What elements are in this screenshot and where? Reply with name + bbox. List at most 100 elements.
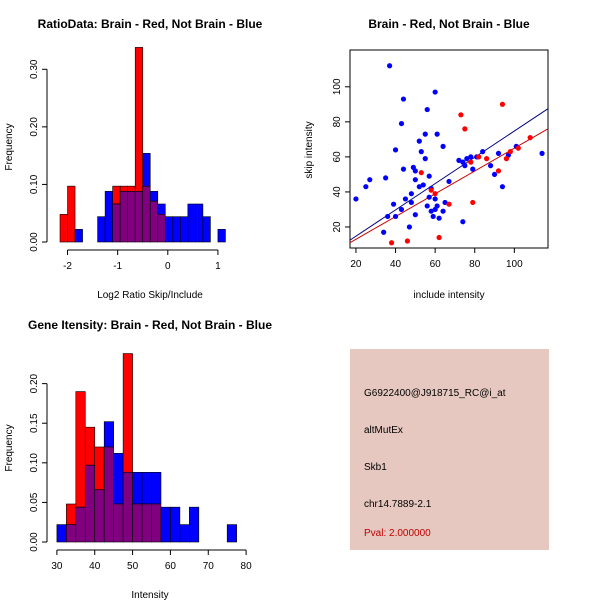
scatter-title: Brain - Red, Not Brain - Blue	[368, 17, 530, 31]
scatter-point-not-brain	[420, 182, 426, 188]
scatter-point-not-brain	[446, 178, 452, 185]
intensity-histogram-bar-overlap	[75, 506, 86, 543]
ratio-histogram-bar-brain	[59, 214, 68, 243]
scatter-x-tick-label: 60	[430, 259, 442, 270]
ratio-histogram-y-tick-label: 0.20	[29, 117, 40, 137]
ratio-histogram-bar-overlap	[142, 185, 151, 243]
scatter-point-not-brain	[416, 184, 422, 190]
intensity-histogram-y-tick-label: 0.10	[29, 453, 40, 473]
scatter-point-not-brain	[381, 229, 387, 235]
intensity-histogram-bar-brain	[94, 446, 105, 491]
chromosome-location: chr14.7889-2.1	[364, 499, 432, 510]
scatter-y-tick-label: 100	[332, 78, 343, 95]
intensity-histogram-bar-not-brain	[132, 472, 143, 505]
scatter-point-not-brain	[363, 184, 369, 190]
ratio-histogram-bar-overlap	[149, 200, 159, 243]
scatter-axes: 20 40 60 80 100 20 40 60 80 100	[332, 78, 523, 270]
ratio-histogram-bar-not-brain	[149, 191, 159, 202]
scatter-ylabel: skip intensity	[304, 121, 315, 178]
ratio-histogram-bar-not-brain	[202, 216, 211, 243]
scatter-point-not-brain	[460, 219, 466, 225]
scatter-point-brain	[470, 199, 476, 206]
scatter-point-not-brain	[400, 96, 407, 102]
intensity-histogram-x-tick-label: 80	[241, 561, 253, 572]
intensity-histogram-bar-overlap	[132, 503, 143, 543]
scatter-point-not-brain	[426, 194, 432, 200]
ratio-histogram-bar-not-brain	[217, 229, 226, 243]
intensity-histogram-bar-overlap	[122, 472, 133, 543]
scatter-point-not-brain	[434, 131, 440, 137]
intensity-histogram-bar-overlap	[94, 489, 105, 543]
intensity-histogram-x-tick-label: 50	[127, 561, 139, 572]
info-panel-background	[350, 349, 549, 550]
intensity-histogram-bar-not-brain	[113, 453, 124, 505]
probe-id: G6922400@J918715_RC@i_at	[364, 388, 506, 399]
ratio-histogram-bar-brain	[134, 47, 144, 192]
intensity-histogram-x-tick-label: 30	[51, 561, 63, 572]
scatter-point-not-brain	[434, 203, 440, 209]
ratio-histogram-x-tick-label: -1	[113, 261, 122, 272]
scatter-xlabel: include intensity	[413, 290, 484, 301]
intensity-histogram-bar-brain	[122, 353, 133, 473]
scatter-panel: Brain - Red, Not Brain - Blue include in…	[304, 17, 549, 301]
scatter-point-brain	[436, 234, 442, 241]
scatter-point-not-brain	[487, 163, 494, 169]
ratio-histogram-ylabel: Frequency	[4, 123, 15, 170]
ratio-histogram-y-tick-label: 0.10	[29, 174, 40, 194]
scatter-point-not-brain	[392, 147, 399, 153]
intensity-histogram-bar-overlap	[66, 524, 77, 543]
scatter-point-not-brain	[387, 63, 393, 69]
ratio-histogram-bar-brain	[67, 185, 76, 243]
scatter-point-brain	[503, 156, 510, 162]
intensity-histogram-bar-brain	[75, 391, 86, 508]
scatter-point-not-brain	[480, 149, 486, 155]
scatter-point-not-brain	[412, 177, 418, 183]
ratio-histogram-bar-not-brain	[195, 203, 204, 243]
scatter-y-tick-label: 40	[332, 186, 343, 198]
ratio-histogram-bar-brain	[112, 185, 121, 205]
scatter-point-not-brain	[385, 213, 391, 220]
scatter-point-not-brain	[408, 191, 414, 197]
ratio-histogram-bar-not-brain	[180, 216, 189, 243]
ratio-histogram-bar-brain	[119, 185, 128, 192]
intensity-histogram-bar-not-brain	[179, 524, 190, 543]
scatter-point-brain	[462, 126, 468, 132]
scatter-point-not-brain	[383, 175, 389, 181]
scatter-x-tick-label: 80	[469, 259, 481, 270]
scatter-point-not-brain	[426, 173, 432, 179]
intensity-histogram-bar-not-brain	[141, 472, 152, 505]
scatter-x-tick-label: 20	[350, 259, 362, 270]
ratio-histogram-bar-not-brain	[142, 153, 151, 187]
intensity-histogram-title: Gene Itensity: Brain - Red, Not Brain - …	[28, 318, 272, 332]
scatter-y-tick-label: 80	[332, 116, 343, 128]
scatter-point-brain	[484, 156, 490, 162]
scatter-x-tick-label: 40	[390, 259, 402, 270]
info-panel: G6922400@J918715_RC@i_at altMutEx Skb1 c…	[350, 349, 549, 550]
intensity-histogram-bar-not-brain	[226, 524, 237, 543]
scatter-point-not-brain	[390, 201, 397, 207]
scatter-point-not-brain	[470, 166, 476, 172]
scatter-point-not-brain	[412, 212, 418, 218]
ratio-histogram-title: RatioData: Brain - Red, Not Brain - Blue	[38, 17, 263, 31]
intensity-histogram-bar-overlap	[141, 503, 152, 543]
ratio-histogram-bar-not-brain	[172, 216, 181, 243]
scatter-point-not-brain	[495, 150, 502, 156]
scatter-point-brain	[527, 135, 533, 141]
scatter-point-brain	[468, 159, 474, 165]
ratio-histogram-bars	[59, 47, 226, 243]
intensity-histogram-bar-brain	[66, 503, 77, 525]
intensity-histogram-bar-overlap	[113, 503, 124, 543]
intensity-histogram-x-tick-label: 60	[165, 561, 177, 572]
ratio-histogram-bar-not-brain	[74, 229, 83, 243]
scatter-point-not-brain	[491, 171, 498, 178]
scatter-point-not-brain	[402, 196, 409, 202]
scatter-point-brain	[458, 112, 464, 118]
intensity-histogram-panel: Gene Itensity: Brain - Red, Not Brain - …	[4, 318, 272, 600]
scatter-point-brain	[388, 240, 395, 246]
ratio-histogram-bar-overlap	[134, 191, 144, 243]
ratio-histogram-axes: -2 -1 0 1 0.00 0.10 0.20 0.30	[29, 59, 221, 272]
scatter-point-not-brain	[428, 208, 434, 214]
intensity-histogram-bar-not-brain	[151, 472, 162, 505]
ratio-histogram-bar-overlap	[127, 191, 136, 243]
